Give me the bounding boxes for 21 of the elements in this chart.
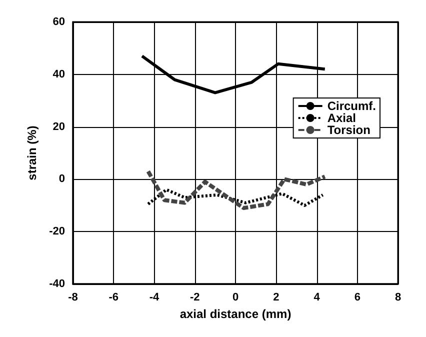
x-axis-title: axial distance (mm) bbox=[180, 306, 292, 321]
x-tick-label: 0 bbox=[232, 292, 239, 304]
y-axis-title: strain (%) bbox=[25, 126, 40, 180]
x-tick-label: -2 bbox=[190, 292, 200, 304]
legend-label: Torsion bbox=[327, 123, 370, 137]
x-tick-label: 8 bbox=[394, 292, 402, 304]
y-tick-label: -40 bbox=[49, 278, 65, 290]
x-tick-label: -4 bbox=[149, 292, 160, 304]
y-tick-label: 60 bbox=[52, 16, 65, 28]
legend-label: Circumf. bbox=[327, 99, 376, 113]
y-tick-label: 20 bbox=[52, 120, 65, 133]
x-tick-label: -8 bbox=[68, 292, 78, 304]
x-tick-label: -6 bbox=[108, 292, 119, 304]
x-tick-label: 2 bbox=[273, 292, 280, 304]
x-tick-label: 4 bbox=[314, 292, 321, 304]
y-tick-label: 0 bbox=[58, 173, 65, 186]
y-tick-label: 40 bbox=[52, 68, 65, 80]
line-series bbox=[146, 169, 327, 210]
legend-label: Axial bbox=[327, 111, 356, 125]
y-tick-label: -20 bbox=[49, 226, 65, 238]
x-tick-label: 6 bbox=[354, 292, 360, 304]
